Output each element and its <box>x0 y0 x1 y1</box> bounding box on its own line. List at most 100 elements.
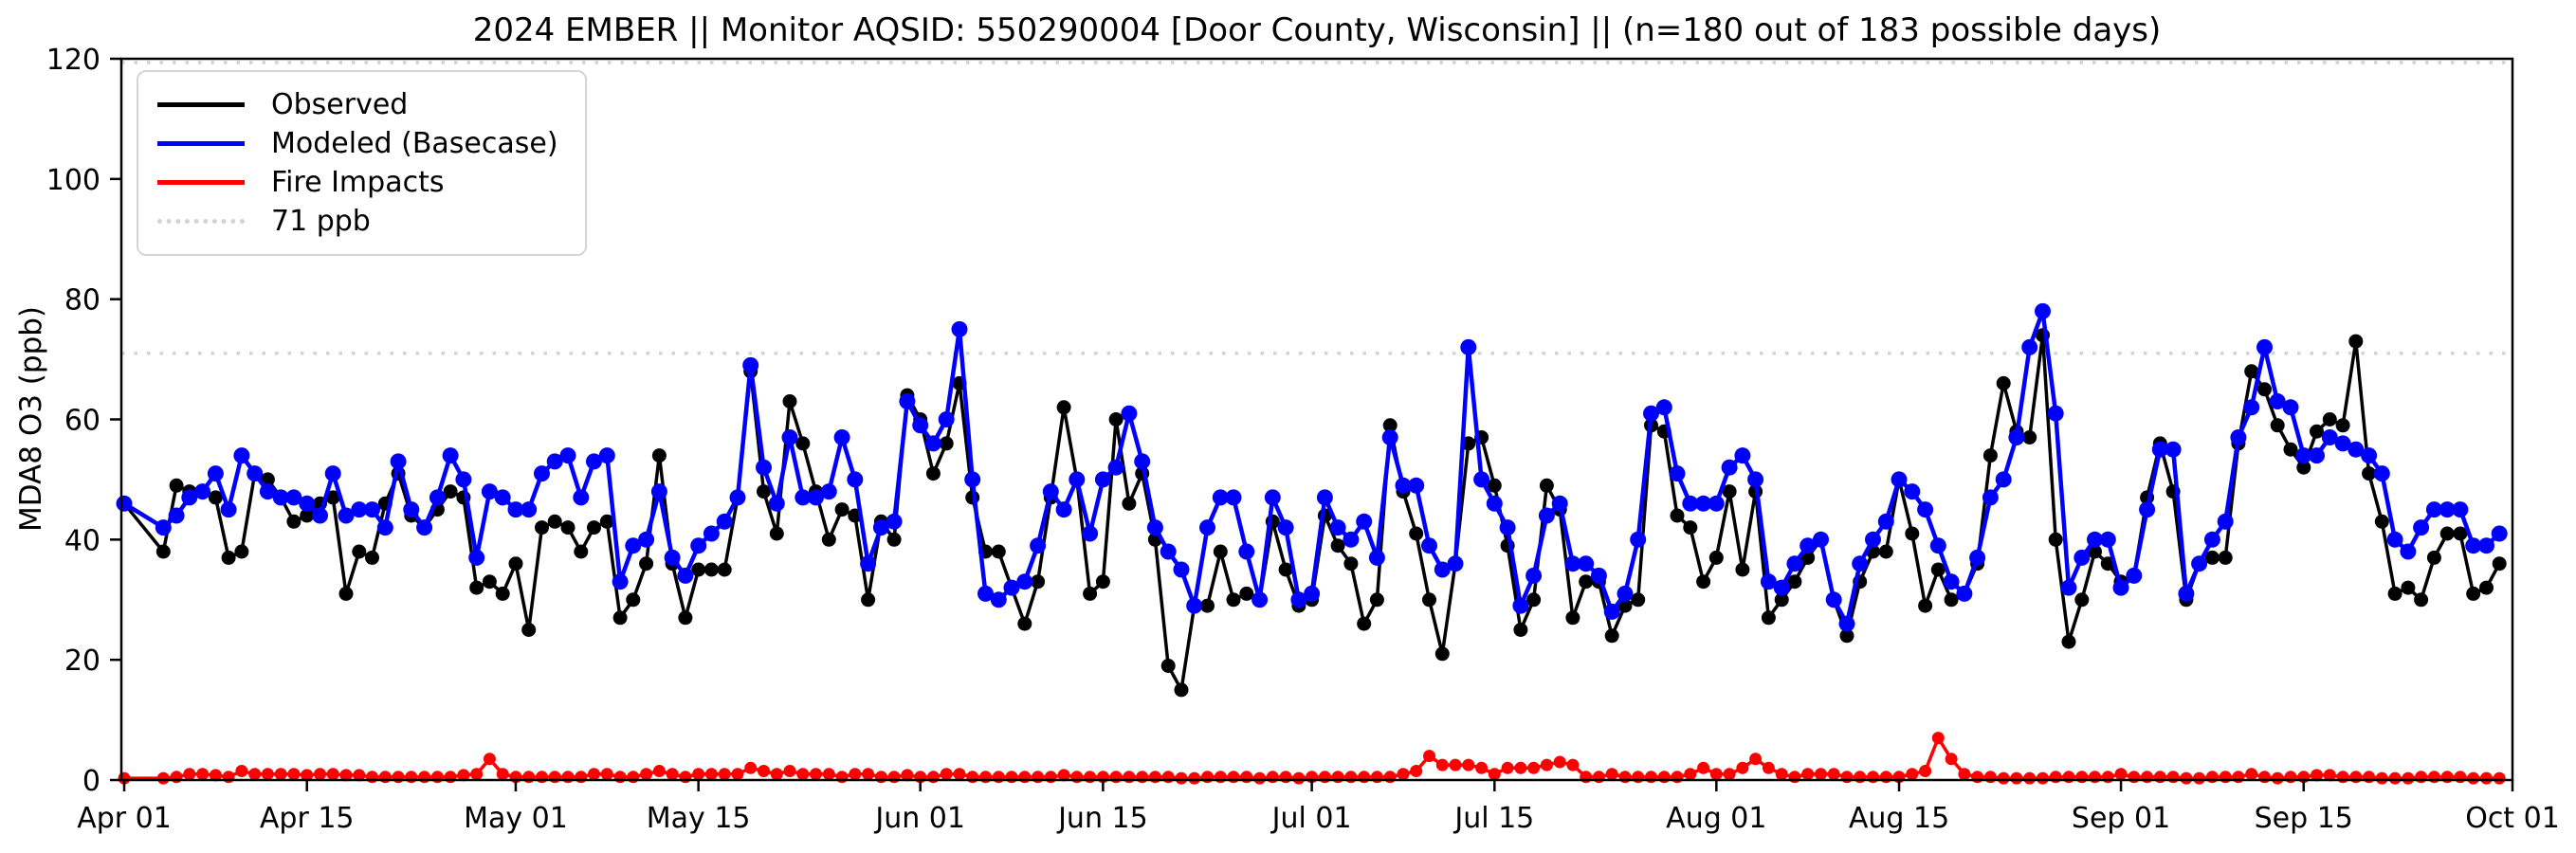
modeled-series-marker <box>703 525 720 542</box>
observed-series-marker <box>1735 562 1750 577</box>
fire-impacts-series-marker <box>326 768 339 781</box>
x-tick-label: Sep 15 <box>2255 802 2353 835</box>
modeled-series-marker <box>781 429 798 445</box>
modeled-series-marker <box>1695 495 1712 512</box>
modeled-series-marker <box>2047 405 2064 422</box>
fire-impacts-series-marker <box>1123 771 1136 784</box>
fire-impacts-series-marker <box>366 771 378 784</box>
fire-impacts-series-marker <box>261 768 274 781</box>
modeled-series-marker <box>1381 429 1398 445</box>
modeled-series-marker <box>1329 519 1346 536</box>
x-tick-label: Oct 01 <box>2465 802 2560 835</box>
modeled-series-marker <box>1499 519 1516 536</box>
fire-impacts-series-marker <box>1188 771 1201 785</box>
observed-series-marker <box>757 484 771 499</box>
observed-series-marker <box>2048 532 2063 547</box>
modeled-series-marker <box>1877 513 1894 530</box>
fire-impacts-series-marker <box>1501 761 1514 774</box>
fire-impacts-series-marker <box>1749 753 1763 766</box>
fire-impacts-series-marker <box>196 768 210 781</box>
x-tick-label: Aug 15 <box>1849 802 1949 835</box>
observed-series-marker <box>2387 586 2402 601</box>
modeled-series-marker <box>233 447 250 464</box>
y-tick-label: 60 <box>64 405 100 438</box>
fire-impacts-series-marker <box>1044 771 1057 784</box>
observed-line-swatch <box>157 102 245 107</box>
fire-impacts-series-marker <box>483 753 496 766</box>
modeled-series-marker <box>468 549 485 566</box>
observed-series-marker <box>1200 598 1215 613</box>
fire-impacts-series-marker <box>1618 771 1632 784</box>
modeled-series-marker <box>1121 405 1138 422</box>
legend-item-fire: Fire Impacts <box>157 163 558 202</box>
fire-impacts-series-marker <box>2153 771 2166 784</box>
fire-impacts-series-marker <box>339 769 353 782</box>
modeled-series-marker <box>2373 465 2390 482</box>
observed-series-marker <box>612 610 628 626</box>
modeled-series-marker <box>795 489 812 506</box>
modeled-series-marker <box>207 465 224 482</box>
observed-series-marker <box>1031 574 1046 590</box>
fire-impacts-series-marker <box>1161 771 1175 784</box>
fire-impacts-series-marker <box>600 768 613 781</box>
fire-impacts-series-marker <box>301 769 314 782</box>
modeled-series-marker <box>1094 471 1111 488</box>
fire-impacts-series-marker <box>2049 771 2062 784</box>
legend-item-threshold: 71 ppb <box>157 202 558 241</box>
fire-impacts-series-marker <box>248 768 262 781</box>
fire-impacts-series-marker <box>1462 758 1475 771</box>
fire-impacts-series-marker <box>2311 769 2323 782</box>
x-tick-label: May 01 <box>464 802 568 835</box>
modeled-series-marker <box>1564 555 1581 572</box>
fire-impacts-series-marker <box>170 771 183 784</box>
observed-series-marker <box>939 436 954 451</box>
fire-impacts-series-marker <box>235 765 248 777</box>
modeled-series-marker <box>1813 531 1829 548</box>
modeled-series-marker <box>1134 453 1151 470</box>
legend: Observed Modeled (Basecase) Fire Impacts… <box>137 70 587 256</box>
y-tick-label: 40 <box>64 524 100 557</box>
modeled-series-marker <box>1356 513 1373 530</box>
modeled-series-marker <box>1186 597 1203 614</box>
modeled-series-marker <box>2203 531 2220 548</box>
modeled-series-marker <box>429 489 446 506</box>
modeled-series-marker <box>546 453 563 470</box>
observed-series-marker <box>1761 610 1776 626</box>
fire-impacts-series-marker <box>2454 771 2467 784</box>
fire-impacts-series-marker <box>1266 771 1279 784</box>
observed-series-marker <box>1944 592 1959 608</box>
chart-title: 2024 EMBER || Monitor AQSID: 550290004 [… <box>472 11 2162 49</box>
fire-impacts-series-marker <box>2402 771 2415 785</box>
fire-impacts-series-marker <box>2180 771 2193 785</box>
observed-series-marker <box>1083 586 1098 601</box>
observed-series-marker <box>1056 400 1071 415</box>
modeled-series-marker <box>1304 585 1321 602</box>
modeled-series-marker <box>1368 549 1385 566</box>
modeled-series-marker <box>1865 531 1881 548</box>
fire-impacts-series-marker <box>1018 771 1032 784</box>
fire-impacts-series-marker <box>1580 771 1593 784</box>
modeled-series-marker <box>1290 591 1307 608</box>
observed-series-marker <box>2074 592 2090 608</box>
observed-series-marker <box>2270 418 2285 433</box>
fire-impacts-series-marker <box>1136 771 1149 784</box>
fire-impacts-series-marker <box>2284 771 2297 784</box>
modeled-series-marker <box>1760 573 1777 590</box>
fire-impacts-series-marker <box>2467 771 2480 785</box>
fire-impacts-series-marker <box>1566 758 1580 771</box>
modeled-series-marker <box>756 459 772 476</box>
modeled-series-marker <box>1016 573 1033 590</box>
fire-impacts-series-marker <box>1410 765 1423 777</box>
modeled-series-marker <box>638 531 655 548</box>
modeled-series-marker <box>1526 567 1543 584</box>
observed-series-marker <box>1905 526 1920 541</box>
fire-impacts-series-marker <box>1227 771 1240 784</box>
fire-impacts-series-marker <box>770 768 783 781</box>
modeled-series-marker <box>2008 429 2025 445</box>
observed-series-marker <box>2426 550 2441 565</box>
observed-series-marker <box>1631 592 1646 608</box>
observed-series-marker <box>155 544 171 559</box>
observed-series-marker <box>626 592 641 608</box>
fire-impacts-series-marker <box>2258 771 2271 784</box>
